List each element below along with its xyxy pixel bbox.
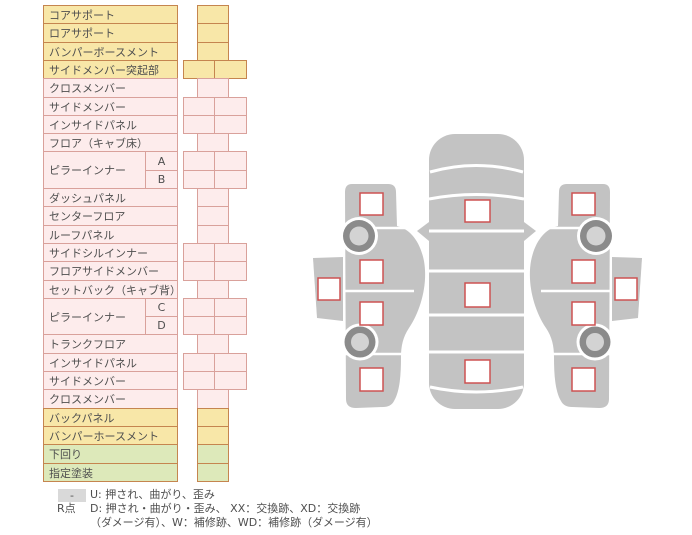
top-seam-bumper bbox=[429, 164, 524, 174]
legend-dash-badge: - bbox=[58, 489, 86, 502]
legend-line-u: U: 押され、曲がり、歪み bbox=[90, 488, 215, 501]
row-label: フロアサイドメンバー bbox=[43, 261, 178, 281]
damage-cell[interactable] bbox=[214, 60, 247, 79]
row-label: フロア（キャブ床） bbox=[43, 133, 178, 152]
row-label: センターフロア bbox=[43, 206, 178, 226]
marker-right-front-door[interactable] bbox=[571, 259, 596, 284]
marker-left-rear-fender[interactable] bbox=[359, 367, 384, 392]
marker-left-rear-door[interactable] bbox=[359, 301, 384, 326]
marker-left-front-door[interactable] bbox=[359, 259, 384, 284]
row-label: バンパーボースメント bbox=[43, 42, 178, 61]
row-sublabel: C bbox=[145, 298, 178, 317]
row-label: クロスメンバー bbox=[43, 78, 178, 98]
legend-r-label: R点 bbox=[57, 502, 76, 515]
row-label: サイドメンバー突起部 bbox=[43, 60, 178, 79]
row-label-group: ピラーインナー bbox=[43, 151, 146, 189]
row-label: サイドシルインナー bbox=[43, 243, 178, 262]
damage-cell[interactable] bbox=[214, 261, 247, 281]
row-label: バックパネル bbox=[43, 408, 178, 427]
damage-cell[interactable] bbox=[214, 115, 247, 134]
row-label-group: ピラーインナー bbox=[43, 298, 146, 335]
top-seam-rear-window bbox=[429, 385, 524, 394]
row-label: インサイドパネル bbox=[43, 115, 178, 134]
row-sublabel: A bbox=[145, 151, 178, 171]
marker-left-rocker[interactable] bbox=[317, 277, 341, 301]
left-mirror bbox=[417, 222, 429, 241]
marker-hood[interactable] bbox=[464, 199, 491, 223]
legend-line-d1: D: 押され・曲がり・歪み、 XX：交換跡、XD：交換跡 bbox=[90, 502, 361, 515]
row-label: サイドメンバー bbox=[43, 97, 178, 116]
car-side-left-silhouette bbox=[313, 184, 426, 408]
damage-cell[interactable] bbox=[214, 371, 247, 390]
left-front-wheel bbox=[340, 217, 378, 255]
damage-cell[interactable] bbox=[214, 316, 247, 335]
damage-cell[interactable] bbox=[214, 170, 247, 189]
marker-right-front-fender[interactable] bbox=[571, 192, 596, 216]
legend-line-d2: （ダメージ有）、W：補修跡、WD：補修跡（ダメージ有） bbox=[90, 516, 378, 529]
marker-right-rear-fender[interactable] bbox=[571, 367, 596, 392]
top-seam-hood bbox=[428, 193, 525, 201]
row-label: バンパーホースメント bbox=[43, 426, 178, 445]
marker-trunk[interactable] bbox=[464, 359, 491, 384]
marker-roof[interactable] bbox=[464, 282, 491, 308]
car-diagram bbox=[313, 134, 644, 410]
car-top-silhouette bbox=[417, 134, 536, 409]
marker-left-front-fender[interactable] bbox=[359, 192, 384, 216]
row-label: 指定塗装 bbox=[43, 463, 178, 482]
marker-right-rocker[interactable] bbox=[614, 277, 638, 301]
left-rear-wheel bbox=[341, 323, 379, 361]
row-label: クロスメンバー bbox=[43, 389, 178, 409]
marker-right-rear-door[interactable] bbox=[571, 301, 596, 326]
damage-cell[interactable] bbox=[197, 463, 229, 482]
right-mirror bbox=[524, 222, 536, 241]
